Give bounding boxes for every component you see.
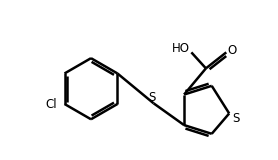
Text: S: S xyxy=(232,112,239,125)
Text: O: O xyxy=(227,44,236,57)
Text: Cl: Cl xyxy=(46,97,57,111)
Text: S: S xyxy=(148,91,156,104)
Text: HO: HO xyxy=(172,42,190,55)
